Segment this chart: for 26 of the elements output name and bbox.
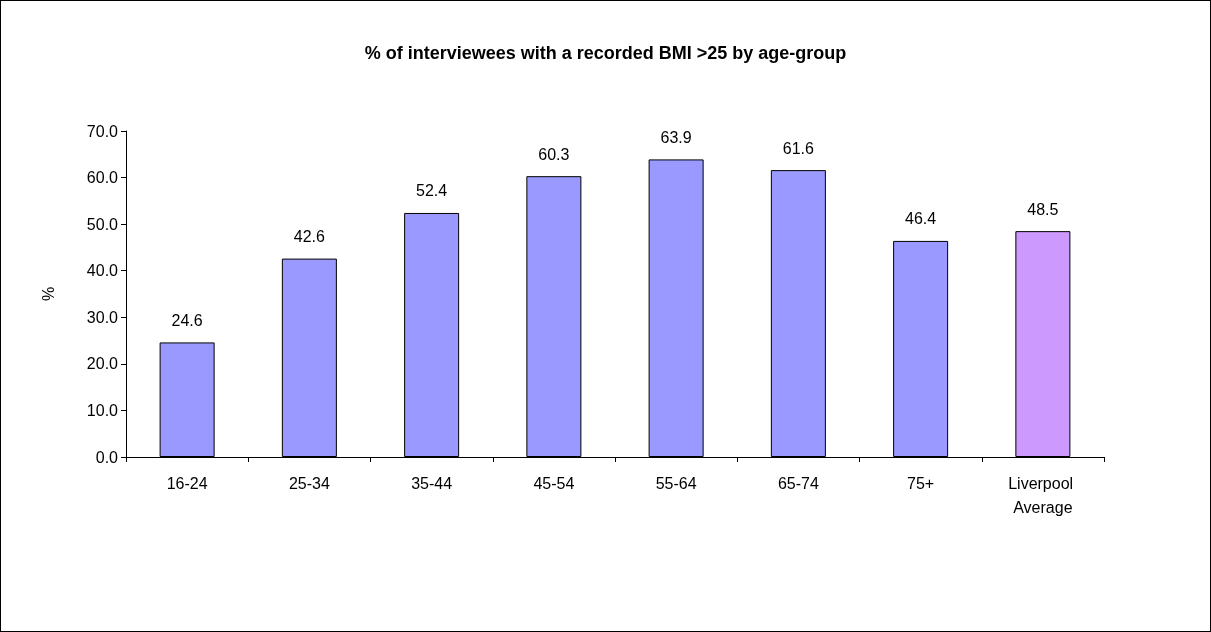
y-tick-label: 50.0 bbox=[86, 215, 119, 233]
data-label: 48.5 bbox=[1027, 200, 1059, 218]
x-tick-label: 65-74 bbox=[777, 474, 819, 492]
x-tick-label: 55-64 bbox=[655, 474, 697, 492]
x-tick-label: 75+ bbox=[907, 474, 935, 492]
y-tick-label: 10.0 bbox=[86, 401, 119, 419]
y-axis-title: % bbox=[39, 286, 57, 302]
y-tick-label: 20.0 bbox=[86, 355, 119, 373]
x-tick-label: 16-24 bbox=[166, 474, 208, 492]
y-tick-label: 60.0 bbox=[86, 169, 119, 187]
data-label: 42.6 bbox=[293, 228, 326, 246]
data-label: 61.6 bbox=[782, 139, 815, 157]
y-tick-label: 40.0 bbox=[86, 262, 119, 280]
x-tick-label: Liverpool Average bbox=[1008, 474, 1078, 516]
x-tick-label: 25-34 bbox=[288, 474, 330, 492]
data-label: 60.3 bbox=[538, 145, 570, 163]
y-tick-label: 30.0 bbox=[86, 308, 119, 326]
y-tick-label: 0.0 bbox=[95, 448, 119, 466]
x-tick-label: 45-54 bbox=[533, 474, 575, 492]
data-label: 46.4 bbox=[905, 210, 937, 228]
data-label: 24.6 bbox=[171, 311, 203, 329]
chart-title: % of interviewees with a recorded BMI >25 by age-group bbox=[364, 43, 847, 63]
data-label: 52.4 bbox=[416, 182, 448, 200]
y-tick-label: 70.0 bbox=[86, 122, 119, 140]
data-label: 63.9 bbox=[660, 128, 692, 146]
x-tick-label: 35-44 bbox=[411, 474, 453, 492]
